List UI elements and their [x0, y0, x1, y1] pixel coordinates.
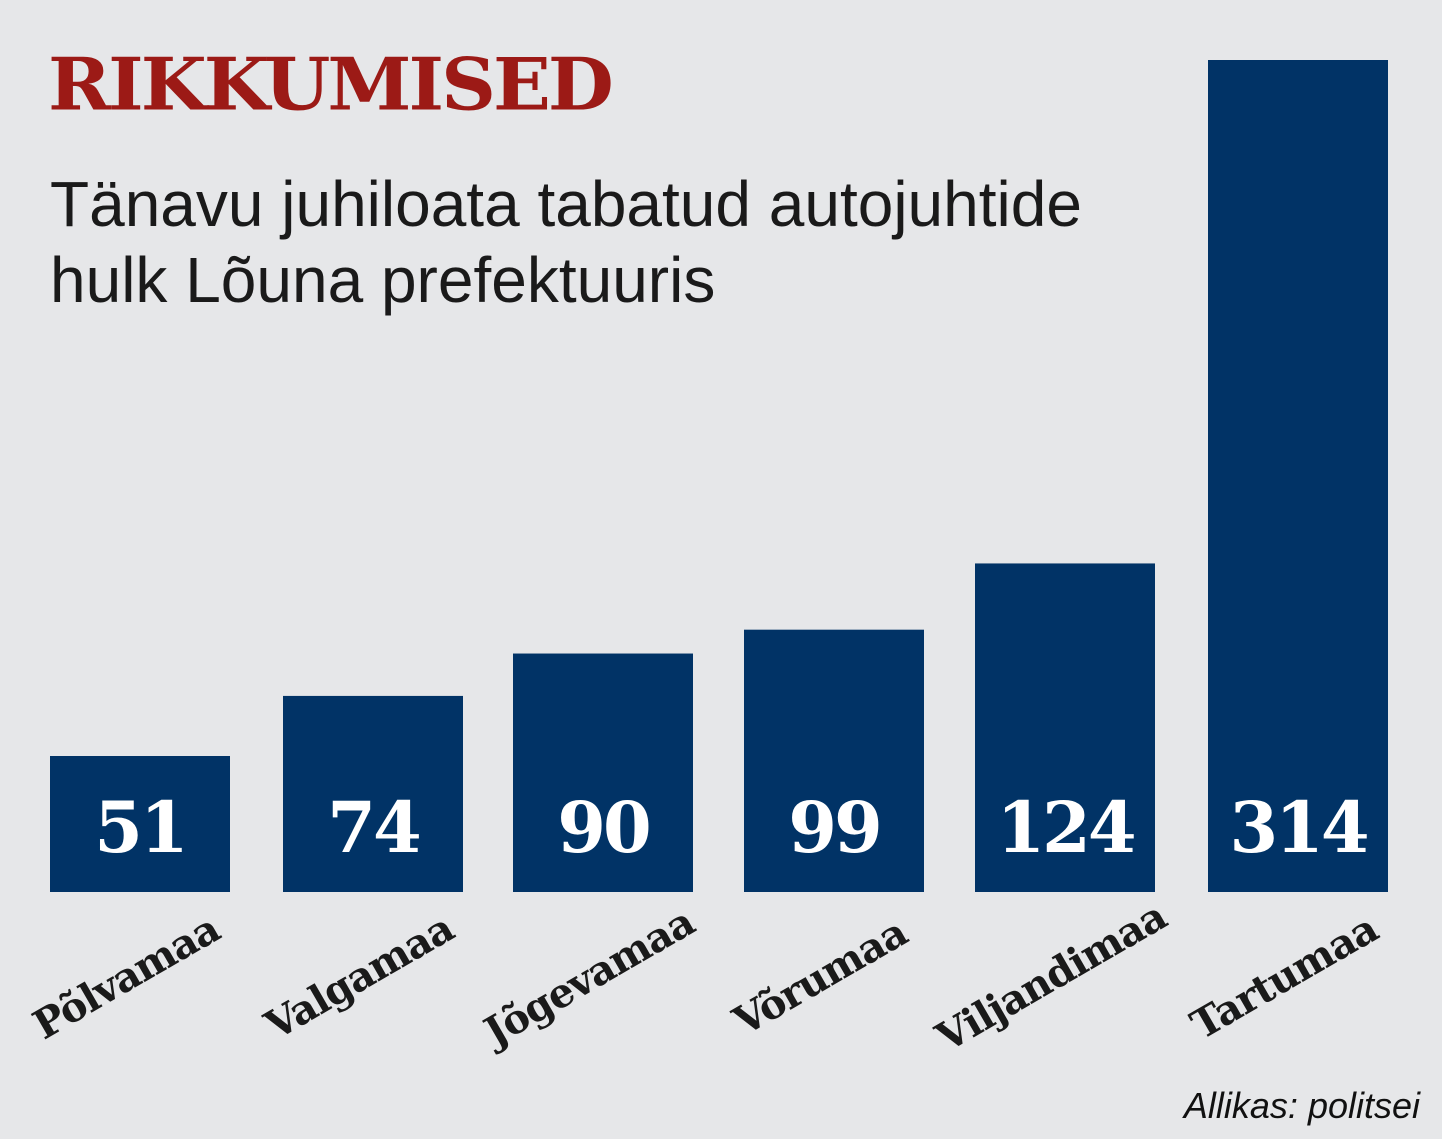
bar-võrumaa: [744, 629, 924, 892]
category-label-tartumaa: Tartumaa: [1183, 905, 1386, 1049]
bar-jõgevamaa: [513, 653, 693, 892]
source-note: Allikas: politsei: [1183, 1085, 1420, 1126]
category-label-valgamaa: Valgamaa: [256, 904, 461, 1050]
category-label-põlvamaa: Põlvamaa: [25, 905, 227, 1049]
category-label-võrumaa: Võrumaa: [725, 909, 915, 1046]
bar-põlvamaa: [50, 756, 230, 892]
chart-subtitle: Tänavu juhiloata tabatud autojuhtide hul…: [50, 168, 1082, 316]
bar-viljandimaa: [975, 563, 1155, 892]
bar-valgamaa: [283, 695, 463, 892]
bar-value-label: 124: [996, 786, 1133, 869]
chart-title: RIKKUMISED: [48, 42, 614, 127]
bar-value-label: 51: [94, 786, 185, 869]
category-label-viljandimaa: Viljandimaa: [928, 892, 1175, 1062]
bar-value-label: 99: [788, 786, 879, 869]
bar-value-label: 90: [557, 786, 649, 869]
bar-tartumaa: [1208, 60, 1388, 892]
bar-value-label: 74: [327, 786, 419, 869]
bar-value-label: 314: [1229, 786, 1366, 869]
category-label-jõgevamaa: Jõgevamaa: [474, 898, 702, 1057]
